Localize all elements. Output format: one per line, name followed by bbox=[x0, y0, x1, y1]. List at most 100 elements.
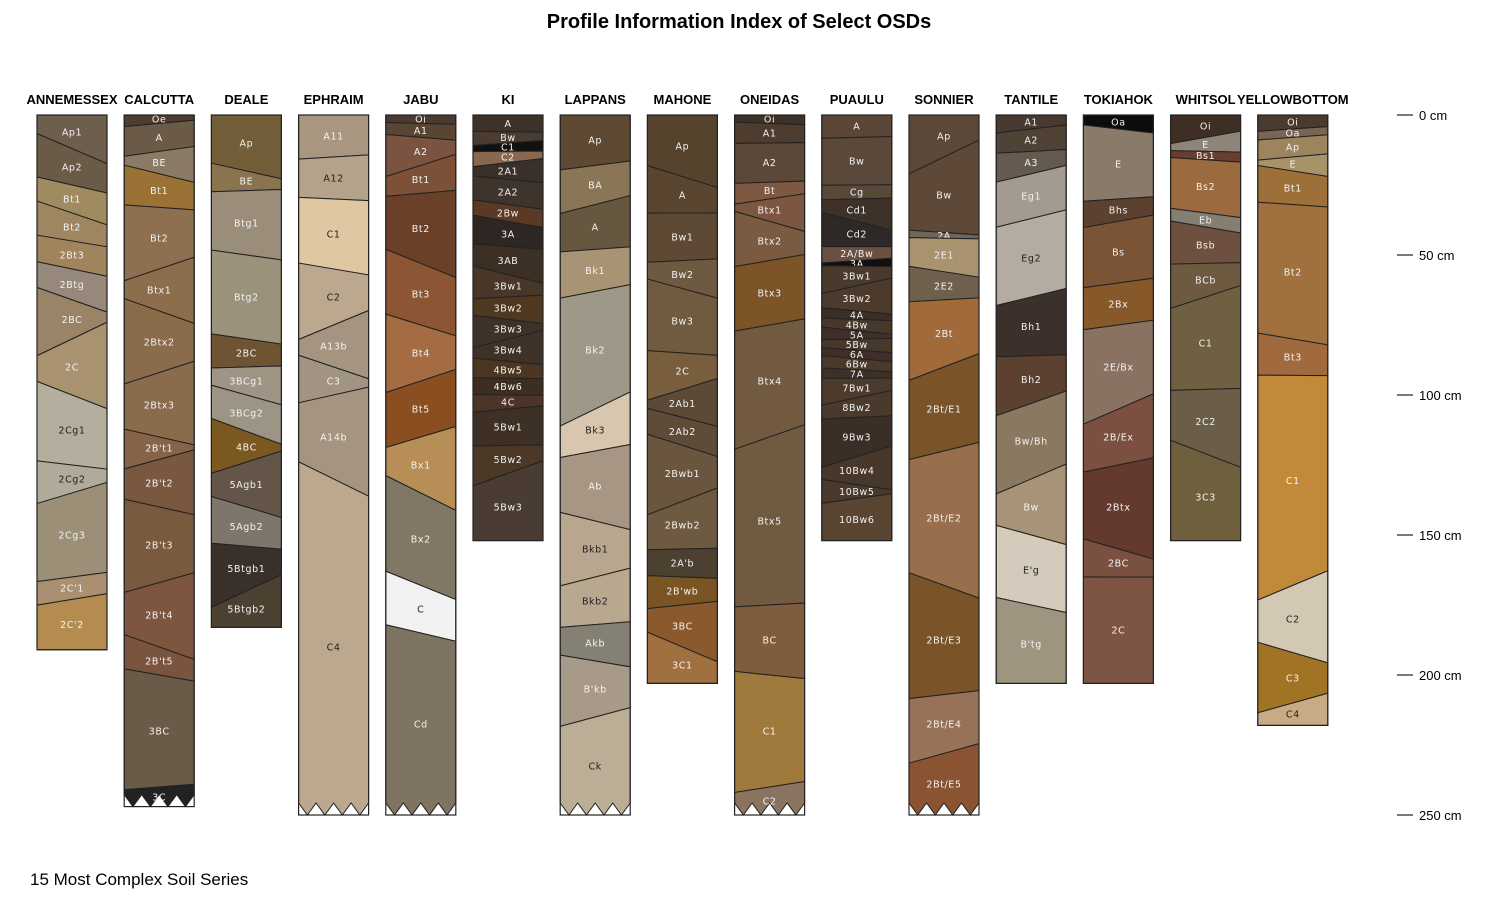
horizon-label: Cd1 bbox=[847, 206, 868, 217]
horizon-label: Oi bbox=[415, 115, 426, 126]
horizon-label: C1 bbox=[501, 143, 515, 154]
horizon-label: 7A bbox=[850, 370, 864, 381]
horizon-label: Btx1 bbox=[147, 286, 171, 297]
horizon-label: Bt1 bbox=[412, 175, 430, 186]
horizon-label: Oi bbox=[1287, 118, 1298, 129]
horizon-label: C2 bbox=[763, 797, 777, 808]
profile-sonnier: SONNIER Ap Bw 2A 2E1 2E2 2Bt 2Bt/E1 2Bt/E2 2Bt/E3… bbox=[908, 92, 980, 816]
horizon-label: A11 bbox=[323, 132, 343, 143]
horizon-label: 3C3 bbox=[1195, 493, 1216, 504]
horizon-label: C2 bbox=[327, 293, 341, 304]
horizon-label: 3C1 bbox=[672, 661, 693, 672]
horizon-label: Bt2 bbox=[412, 224, 430, 235]
profiles-group: ANNEMESSEX Ap1 Ap2 Bt1 Bt2 2Bt3 2Btg 2BC 2C 2Cg1 2… bbox=[26, 92, 1349, 816]
horizon-label: A12 bbox=[323, 174, 343, 185]
horizon-label: 6A bbox=[850, 350, 864, 361]
horizon-label: Bs bbox=[1112, 248, 1125, 259]
horizon-label: BE bbox=[240, 176, 254, 187]
horizon-label: 5Agb2 bbox=[230, 522, 264, 533]
horizon-label: 10Bw4 bbox=[839, 466, 874, 477]
horizon-label: 2BC bbox=[62, 315, 83, 326]
profile-outline bbox=[733, 114, 806, 816]
horizon-label: Btg2 bbox=[234, 293, 259, 304]
profile-outline bbox=[36, 114, 108, 651]
horizon-label: 4Bw5 bbox=[494, 365, 523, 376]
profile-outline bbox=[1169, 114, 1242, 542]
horizon-label: Ck bbox=[589, 762, 602, 773]
horizon-label: Bkb1 bbox=[582, 545, 609, 556]
profile-outline bbox=[210, 114, 282, 629]
profile-mahone: MAHONE Ap A Bw1 Bw2 Bw3 2C 2Ab1 2Ab2 2Bwb1 2Bwb2 2A… bbox=[646, 92, 719, 685]
horizon-label: 2E1 bbox=[934, 251, 954, 262]
horizon-label: 2C'2 bbox=[60, 620, 84, 631]
depth-tick-label: 100 cm bbox=[1419, 388, 1462, 403]
horizon-label: Btx3 bbox=[757, 288, 781, 299]
profile-ephraim: EPHRAIM A11 A12 C1 C2 A13b C3 A14b C4 bbox=[298, 92, 370, 816]
horizon-label: 6Bw bbox=[846, 360, 868, 371]
profile-name: EPHRAIM bbox=[304, 92, 364, 107]
horizon-label: 5Bw2 bbox=[494, 455, 523, 466]
horizon-label: Ab bbox=[588, 482, 602, 493]
horizon-label: A bbox=[504, 119, 511, 130]
horizon-label: Btx2 bbox=[757, 237, 781, 248]
horizon-label: A2 bbox=[763, 158, 777, 169]
horizon-label: B'kb bbox=[584, 685, 607, 696]
horizon-label: 4Bw bbox=[846, 321, 868, 332]
horizon-label: 2Cg2 bbox=[58, 475, 85, 486]
profile-name: SONNIER bbox=[914, 92, 974, 107]
horizon-label: Ap bbox=[240, 139, 254, 150]
horizon-label: C4 bbox=[327, 643, 341, 654]
horizon-label: 3Bw1 bbox=[494, 281, 523, 292]
horizon-label: Bw3 bbox=[671, 316, 693, 327]
profile-name: TOKIAHOK bbox=[1084, 92, 1154, 107]
horizon-label: E'g bbox=[1023, 566, 1039, 577]
horizon-label: 3BC bbox=[149, 727, 170, 738]
profile-outline bbox=[385, 114, 457, 816]
horizon-label: 2B't1 bbox=[145, 444, 173, 455]
horizon-label: Bw bbox=[849, 157, 865, 168]
horizon-label: 2A1 bbox=[498, 167, 518, 178]
horizon-label: 10Bw6 bbox=[839, 515, 874, 526]
horizon-label: 4Bw6 bbox=[494, 382, 523, 393]
horizon-label: 3A bbox=[501, 230, 515, 241]
profile-annemessex: ANNEMESSEX Ap1 Ap2 Bt1 Bt2 2Bt3 2Btg 2BC 2C 2Cg1 2… bbox=[26, 92, 118, 651]
horizon-label: Ap1 bbox=[62, 127, 82, 138]
horizon-label: 2Bwb2 bbox=[665, 521, 700, 532]
profile-outline bbox=[559, 114, 631, 816]
horizon-label: 3Bw2 bbox=[842, 294, 871, 305]
horizon-label: 2Btg bbox=[60, 280, 85, 291]
profile-name: ONEIDAS bbox=[740, 92, 800, 107]
horizon-label: 2BC bbox=[1108, 559, 1129, 570]
profile-name: MAHONE bbox=[654, 92, 712, 107]
profile-outline bbox=[472, 114, 544, 542]
horizon-label: 5Bw1 bbox=[494, 423, 523, 434]
horizon-label: 3A bbox=[850, 259, 864, 270]
horizon-label: 5Agb1 bbox=[230, 480, 264, 491]
horizon-label: Bt2 bbox=[150, 234, 168, 245]
horizon-label: Bt1 bbox=[63, 195, 81, 206]
horizon-label: Bw/Bh bbox=[1015, 437, 1048, 448]
horizon-label: Ap bbox=[1286, 143, 1300, 154]
horizon-label: Ap bbox=[676, 141, 690, 152]
horizon-label: 4C bbox=[501, 398, 515, 409]
horizon-label: Bx1 bbox=[411, 461, 431, 472]
profile-name: DEALE bbox=[224, 92, 268, 107]
horizon-label: Bw1 bbox=[671, 232, 693, 243]
horizon-label: 3BC bbox=[672, 622, 693, 633]
depth-axis: 0 cm 50 cm 100 cm 150 cm 200 cm 250 cm bbox=[1397, 108, 1462, 823]
horizon-label: 5A bbox=[850, 330, 864, 341]
profile-outline bbox=[298, 114, 370, 816]
horizon-label: 2C'1 bbox=[60, 584, 84, 595]
horizon-label: 5Btgb2 bbox=[227, 605, 265, 616]
horizon-label: Bt5 bbox=[412, 405, 430, 416]
horizon-label: BCb bbox=[1195, 276, 1216, 287]
horizon-label: 2A bbox=[937, 231, 951, 242]
profile-outline bbox=[995, 114, 1067, 685]
horizon-label: 2E/Bx bbox=[1103, 363, 1133, 374]
horizon-label: Ap2 bbox=[62, 162, 82, 173]
horizon-label: 5Bw3 bbox=[494, 503, 523, 514]
horizon-label: C2 bbox=[1286, 615, 1300, 626]
